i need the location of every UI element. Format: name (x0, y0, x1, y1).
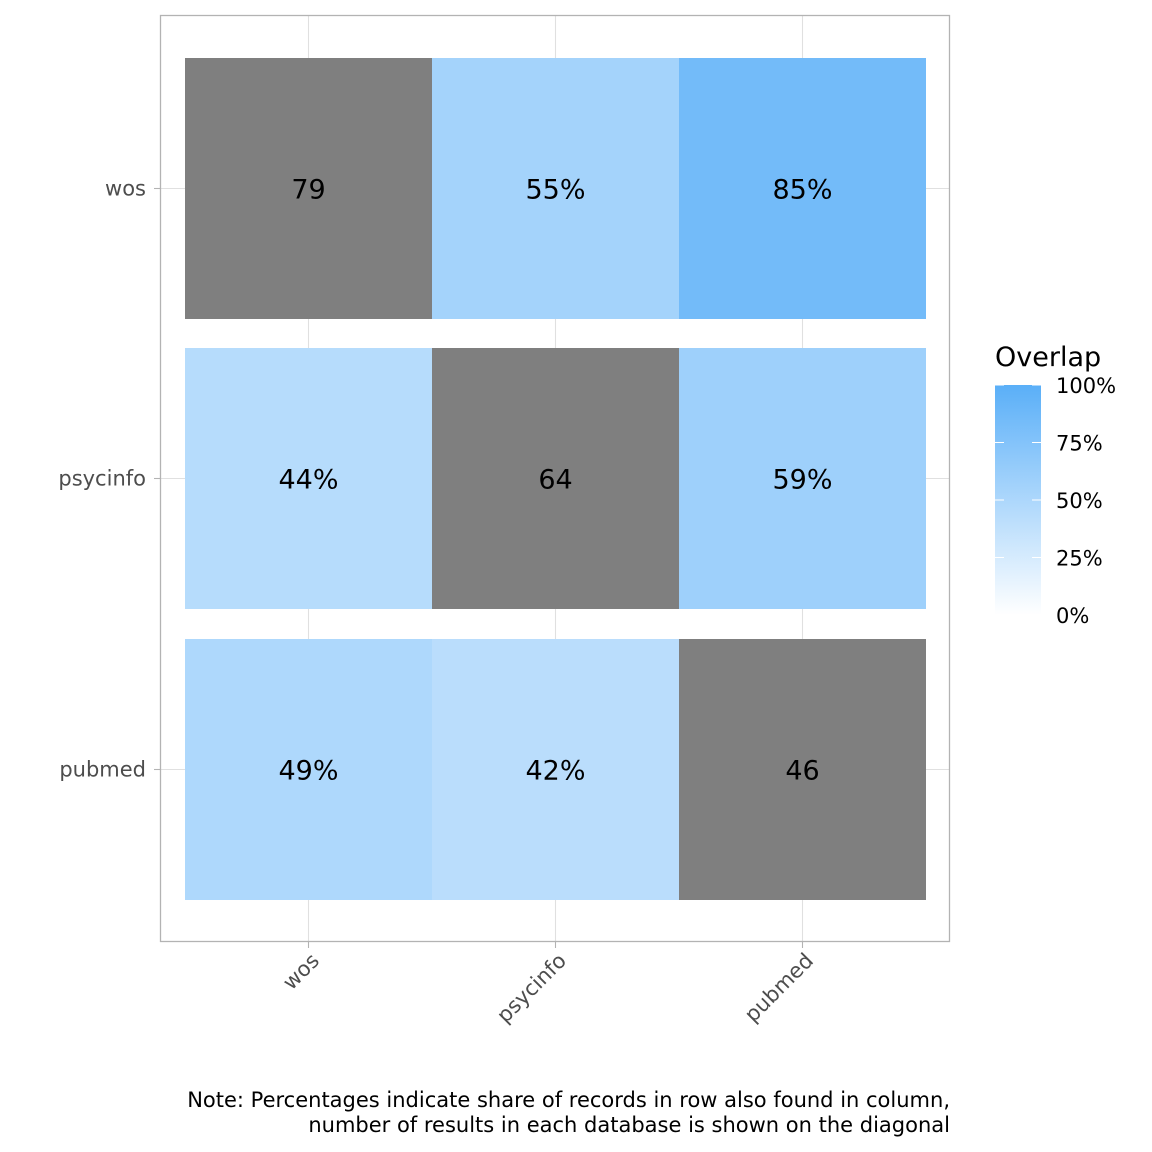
heatmap-cell-pubmed-wos (185, 639, 432, 900)
legend-tick-label-50: 50% (1056, 489, 1103, 513)
y-tick-label-wos: wos (105, 177, 146, 201)
heatmap-cell-psycinfo-pubmed (679, 348, 926, 609)
cell-label-psycinfo-psycinfo: 64 (538, 465, 572, 496)
legend-tick-label-25: 25% (1056, 547, 1103, 571)
y-tick-label-psycinfo: psycinfo (58, 467, 146, 491)
heatmap-cell-wos-psycinfo (432, 58, 679, 319)
legend-title: Overlap (995, 342, 1101, 373)
cell-label-pubmed-pubmed: 46 (785, 756, 819, 787)
heatmap-cell-wos-wos (185, 58, 432, 319)
caption-line-2: number of results in each database is sh… (308, 1113, 950, 1137)
cell-label-wos-pubmed: 85% (772, 175, 832, 206)
heatmap-cell-pubmed-pubmed (679, 639, 926, 900)
caption: Note: Percentages indicate share of reco… (187, 1088, 950, 1137)
y-tick-label-pubmed: pubmed (59, 758, 146, 782)
legend: Overlap 100% 75% 50% 25% 0% (995, 342, 1116, 628)
cell-label-psycinfo-wos: 44% (278, 465, 338, 496)
heatmap-cells: 79 55% 85% 44% 64 59% 49% 42% 46 (185, 58, 926, 900)
heatmap-cell-wos-pubmed (679, 58, 926, 319)
caption-line-1: Note: Percentages indicate share of reco… (187, 1088, 950, 1112)
heatmap-cell-psycinfo-psycinfo (432, 348, 679, 609)
cell-label-pubmed-psycinfo: 42% (525, 756, 585, 787)
legend-tick-label-75: 75% (1056, 432, 1103, 456)
cell-label-pubmed-wos: 49% (278, 756, 338, 787)
legend-tick-label-0: 0% (1056, 604, 1089, 628)
cell-label-psycinfo-pubmed: 59% (772, 465, 832, 496)
cell-label-wos-psycinfo: 55% (525, 175, 585, 206)
cell-label-wos-wos: 79 (291, 175, 325, 206)
heatmap-cell-pubmed-psycinfo (432, 639, 679, 900)
heatmap-cell-psycinfo-wos (185, 348, 432, 609)
legend-tick-label-100: 100% (1056, 374, 1116, 398)
